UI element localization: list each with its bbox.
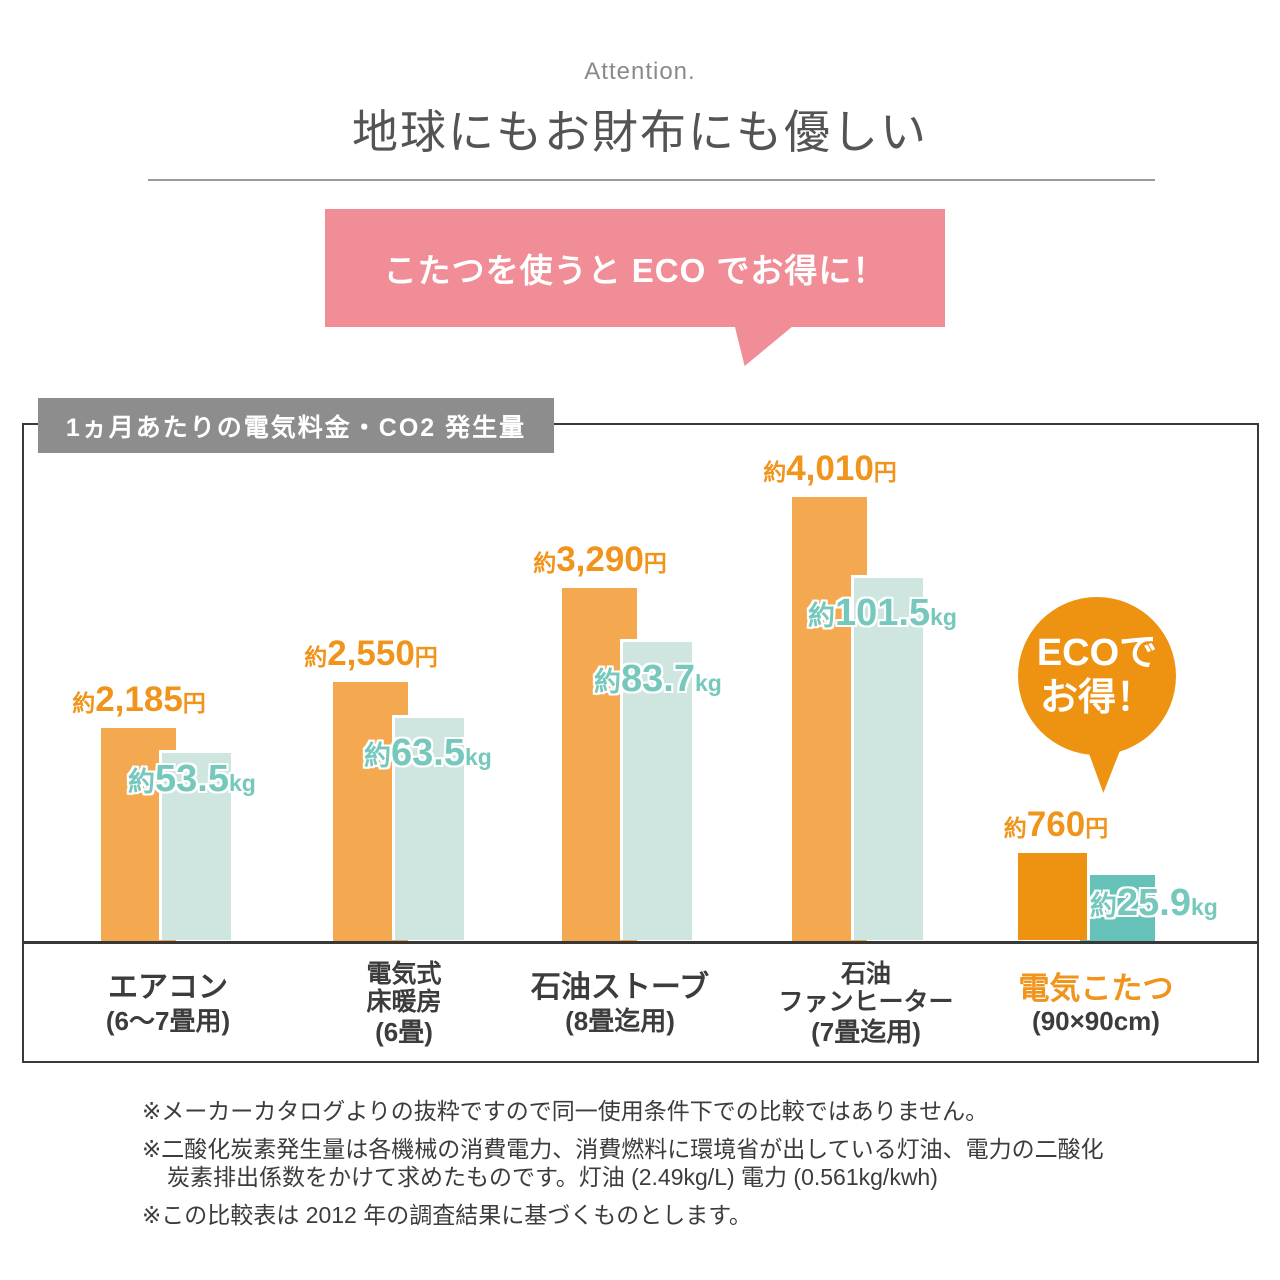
- chart-title-tag: 1ヵ月あたりの電気料金・CO2 発生量: [38, 398, 554, 453]
- category-label: 石油 ファンヒーター (7畳迄用): [736, 952, 996, 1056]
- cost-value-label: 約2,550円: [304, 636, 438, 671]
- category-label: エアコン (6～7畳用): [38, 952, 298, 1056]
- footnote-line: ※二酸化炭素発生量は各機械の消費電力、消費燃料に環境省が出している灯油、電力の二…: [142, 1136, 1104, 1162]
- cost-bar: [1015, 850, 1090, 940]
- value-label-part: 約: [1090, 891, 1117, 921]
- page-title: 地球にもお財布にも優しい: [352, 106, 928, 158]
- co2-value-label: 約53.5kg: [128, 760, 256, 798]
- category-label: 石油ストーブ (8畳迄用): [490, 952, 750, 1056]
- value-label-part: 2,550: [327, 634, 415, 673]
- x-axis-line: [22, 941, 1259, 944]
- eco-badge-line2: お得！: [1039, 677, 1154, 719]
- callout-bubble-tail: [734, 326, 793, 366]
- value-label-part: 円: [182, 690, 206, 716]
- eco-badge-line1: ECOで: [1036, 632, 1158, 675]
- co2-value-label: 約63.5kg: [364, 734, 492, 772]
- value-label-part: 円: [873, 459, 897, 485]
- category-note: (6～7畳用): [105, 1005, 231, 1036]
- value-label-part: kg: [228, 770, 256, 796]
- footnotes: ※メーカーカタログよりの抜粋ですので同一使用条件下での比較ではありません。 ※二酸…: [142, 1097, 1172, 1239]
- category-label-line: エアコン: [108, 971, 228, 1005]
- value-label-part: kg: [930, 604, 957, 630]
- value-label-part: 円: [414, 644, 438, 670]
- category-label-line: 床暖房: [366, 988, 442, 1017]
- category-label-line: 電気式: [366, 959, 442, 988]
- category-label-line: 石油ストーブ: [530, 971, 710, 1005]
- footnote-item: ※二酸化炭素発生量は各機械の消費電力、消費燃料に環境省が出している灯油、電力の二…: [142, 1135, 1172, 1191]
- value-label-part: 約: [533, 550, 557, 576]
- category-label: 電気式 床暖房 (6畳): [274, 952, 534, 1056]
- category-label: 電気こたつ (90×90cm): [966, 952, 1226, 1056]
- value-label-part: 760: [1026, 805, 1086, 844]
- footnote-line: 炭素排出係数をかけて求めたものです。灯油 (2.49kg/L) 電力 (0.56…: [167, 1164, 938, 1190]
- value-label-part: 約: [1003, 815, 1027, 841]
- eco-badge: ECOで お得！: [1018, 597, 1176, 755]
- category-note: (6畳): [375, 1017, 433, 1048]
- footnote-item: ※メーカーカタログよりの抜粋ですので同一使用条件下での比較ではありません。: [142, 1097, 1172, 1125]
- category-note: (90×90cm): [1032, 1006, 1160, 1037]
- category-label-line: 石油: [840, 959, 891, 988]
- value-label-part: 約: [364, 741, 391, 771]
- kotatsu-callout-bubble: こたつを使うと ECO でお得に！: [325, 209, 945, 327]
- value-label-part: 約: [808, 601, 835, 631]
- co2-bar: [392, 715, 467, 940]
- value-label-part: 約: [763, 459, 787, 485]
- value-label-part: 3,290: [556, 540, 644, 579]
- value-label-part: 約: [72, 690, 96, 716]
- cost-value-label: 約2,185円: [72, 682, 206, 717]
- category-label-line: ファンヒーター: [778, 988, 954, 1017]
- value-label-part: kg: [1190, 894, 1218, 920]
- value-label-part: kg: [694, 670, 722, 696]
- cost-value-label: 約760円: [1004, 807, 1108, 842]
- value-label-part: 53.5: [155, 758, 229, 800]
- value-label-part: 2,185: [95, 680, 183, 719]
- co2-value-label: 約101.5kg: [808, 594, 957, 632]
- value-label-part: 101.5: [835, 592, 931, 634]
- value-label-part: 63.5: [391, 732, 465, 774]
- attention-label: Attention.: [584, 58, 696, 85]
- cost-value-label: 約4,010円: [763, 451, 897, 486]
- title-divider: [148, 179, 1155, 181]
- footnote-item: ※この比較表は 2012 年の調査結果に基づくものとします。: [142, 1201, 1172, 1229]
- category-note: (7畳迄用): [811, 1017, 921, 1048]
- value-label-part: 約: [594, 667, 621, 697]
- co2-value-label: 約25.9kg: [1090, 884, 1218, 922]
- footnote-line: ※この比較表は 2012 年の調査結果に基づくものとします。: [142, 1202, 752, 1228]
- chart-title-text: 1ヵ月あたりの電気料金・CO2 発生量: [65, 413, 527, 442]
- category-label-line: 電気こたつ: [1018, 970, 1174, 1006]
- callout-text: こたつを使うと ECO でお得に！: [383, 252, 887, 289]
- value-label-part: 25.9: [1117, 882, 1191, 924]
- co2-value-label: 約83.7kg: [594, 660, 722, 698]
- value-label-part: 約: [128, 767, 155, 797]
- value-label-part: 円: [1085, 815, 1109, 841]
- category-note: (8畳迄用): [565, 1005, 675, 1036]
- co2-bar: [159, 750, 234, 940]
- value-label-part: 4,010: [786, 449, 874, 488]
- value-label-part: 約: [304, 644, 328, 670]
- value-label-part: 83.7: [621, 658, 695, 700]
- co2-bar: [851, 575, 926, 940]
- cost-value-label: 約3,290円: [533, 542, 667, 577]
- footnote-line: ※メーカーカタログよりの抜粋ですので同一使用条件下での比較ではありません。: [142, 1098, 989, 1124]
- value-label-part: 円: [643, 550, 667, 576]
- co2-bar: [620, 639, 695, 940]
- value-label-part: kg: [464, 744, 492, 770]
- co2-bar: [1080, 875, 1155, 943]
